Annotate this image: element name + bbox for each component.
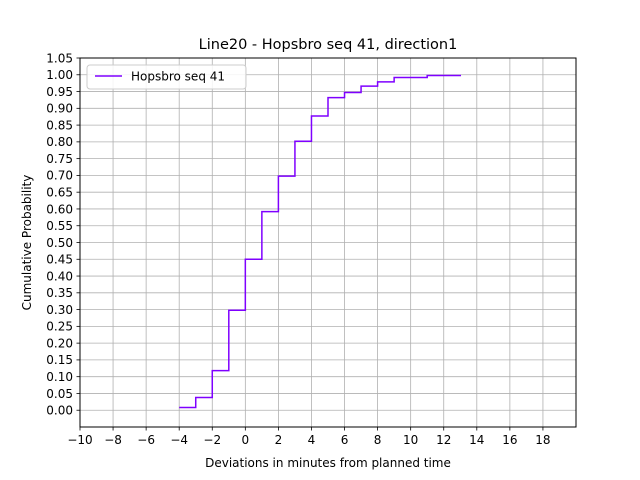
- legend-box: [86, 64, 247, 90]
- y-tick-label: 0.15: [46, 353, 73, 367]
- x-tick-label: 6: [341, 433, 349, 447]
- x-tick-label: 2: [275, 433, 283, 447]
- x-tick-label: −10: [67, 433, 92, 447]
- y-tick-label: 0.95: [46, 85, 73, 99]
- x-tick-label: −6: [137, 433, 155, 447]
- chart-title: Line20 - Hopsbro seq 41, direction1: [199, 37, 458, 53]
- y-tick-label: 0.45: [46, 253, 73, 267]
- y-tick-label: 0.40: [46, 269, 73, 283]
- y-tick-label: 0.60: [46, 202, 73, 216]
- y-tick-label: 0.00: [46, 404, 73, 418]
- y-tick-label: 0.80: [46, 135, 73, 149]
- y-tick-label: 0.20: [46, 336, 73, 350]
- x-tick-label: 0: [242, 433, 250, 447]
- legend: Hopsbro seq 41: [86, 64, 247, 90]
- series: [179, 74, 462, 409]
- x-tick-label: 18: [535, 433, 550, 447]
- y-tick-label: 0.75: [46, 152, 73, 166]
- y-tick-label: 0.85: [46, 118, 73, 132]
- grid: [79, 57, 576, 427]
- y-tick-label: 0.30: [46, 303, 73, 317]
- legend-label: Hopsbro seq 41: [131, 70, 225, 84]
- y-tick-label: 0.65: [46, 185, 73, 199]
- y-tick-label: 0.05: [46, 387, 73, 401]
- y-tick-label: 0.50: [46, 236, 73, 250]
- x-tick-label: 14: [469, 433, 484, 447]
- y-axis-label: Cumulative Probability: [20, 175, 34, 311]
- y-tick-label: 0.10: [46, 370, 73, 384]
- y-tick-label: 0.70: [46, 169, 73, 183]
- x-tick-label: 4: [308, 433, 316, 447]
- x-tick-label: 12: [436, 433, 451, 447]
- y-tick-label: 0.55: [46, 219, 73, 233]
- x-axis-label: Deviations in minutes from planned time: [205, 456, 451, 470]
- x-tick-label: −4: [170, 433, 188, 447]
- series-line: [179, 74, 462, 409]
- ticks: −10 −8 −6 −4 −2 0 2 4 6 8 10 12 14 16 18 0.00 0.05 0.10 0.…: [46, 51, 550, 447]
- plot-frame: [79, 57, 577, 428]
- x-tick-label: 8: [374, 433, 382, 447]
- x-tick-label: −2: [203, 433, 221, 447]
- y-tick-label: 0.35: [46, 286, 73, 300]
- y-tick-label: 0.90: [46, 102, 73, 116]
- y-tick-label: 1.00: [46, 68, 73, 82]
- y-tick-label: 1.05: [46, 51, 73, 65]
- x-tick-label: 16: [502, 433, 517, 447]
- x-tick-label: −8: [104, 433, 122, 447]
- y-tick-label: 0.25: [46, 320, 73, 334]
- x-tick-label: 10: [403, 433, 418, 447]
